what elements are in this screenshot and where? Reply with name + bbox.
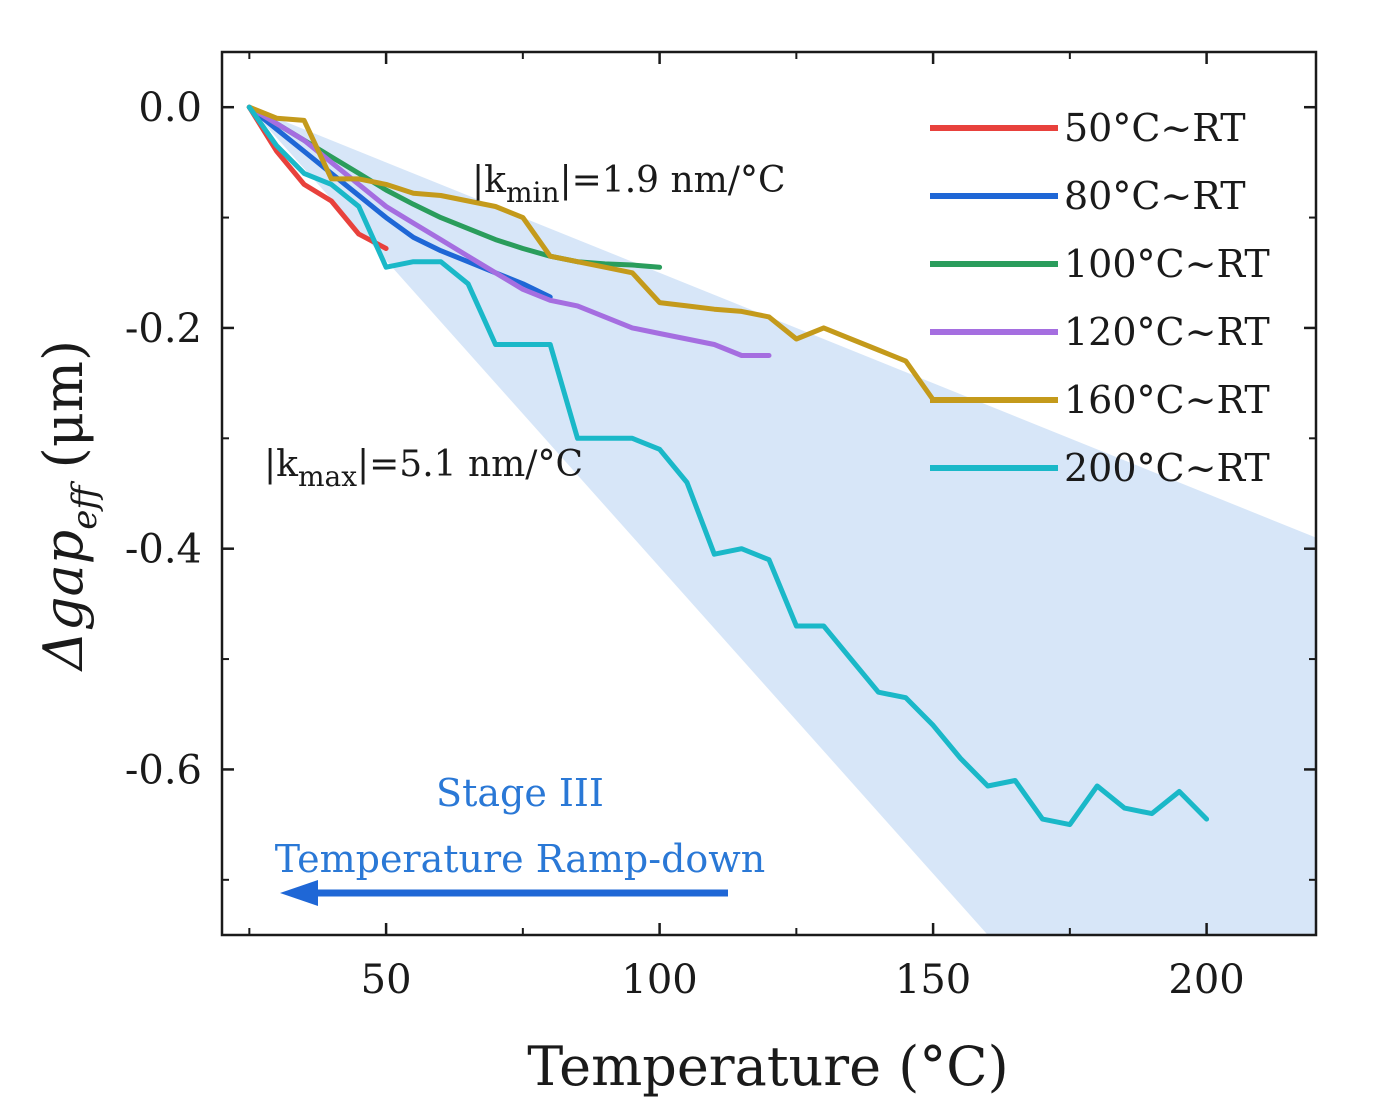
- slope-band-layer: [249, 107, 1317, 935]
- y-axis-label: Δgapeff (μm): [32, 340, 105, 672]
- annotation-kmax: |kmax|=5.1 nm/°C: [264, 444, 583, 493]
- y-axis-label-unit: (μm): [32, 340, 95, 486]
- legend-label-5: 160°C~RT: [1064, 378, 1270, 422]
- series-line-1: [246, 104, 389, 251]
- y-tick-label: -0.2: [125, 306, 202, 352]
- legend-label-1: 50°C~RT: [1064, 106, 1246, 150]
- series-line-5: [246, 104, 991, 403]
- x-tick-label: 100: [621, 957, 697, 1003]
- annotation-kmax-sub: max: [298, 460, 357, 493]
- y-tick-label: 0.0: [138, 85, 202, 131]
- stage-description: Temperature Ramp-down: [275, 837, 766, 881]
- annotation-kmin-sub: min: [506, 176, 560, 209]
- legend: 50°C~RT 80°C~RT 100°C~RT 120°C~RT 160°C~RT 20…: [930, 106, 1270, 490]
- legend-label-4: 120°C~RT: [1064, 310, 1270, 354]
- legend-label-6: 200°C~RT: [1064, 446, 1270, 490]
- stage-label: Stage III: [436, 771, 604, 815]
- y-axis-label-main: Δgap: [32, 530, 95, 672]
- annotation-kmax-prefix: |k: [264, 444, 299, 485]
- slope-band: [249, 107, 1317, 935]
- series-layer: [246, 104, 1210, 828]
- annotation-kmin-prefix: |k: [472, 160, 507, 201]
- x-tick-label: 150: [895, 957, 971, 1003]
- y-tick-label: -0.6: [125, 747, 202, 793]
- series-line-4: [246, 104, 772, 358]
- annotation-kmin: |kmin|=1.9 nm/°C: [472, 160, 785, 209]
- x-axis-label: Temperature (°C): [527, 1035, 1008, 1098]
- ramp-down-arrow-icon: [280, 880, 728, 906]
- annotation-kmin-suffix: |=1.9 nm/°C: [560, 160, 786, 201]
- series-line-6: [246, 104, 1210, 828]
- legend-label-2: 80°C~RT: [1064, 174, 1246, 218]
- plot-frame: [220, 50, 1318, 937]
- ticks-layer: 50 100 150 200 0.0 -0.2 -0.4 -0.6: [125, 52, 1316, 1003]
- y-tick-label: -0.4: [125, 527, 202, 573]
- legend-label-3: 100°C~RT: [1064, 242, 1270, 286]
- y-axis-label-subscript: eff: [65, 481, 105, 530]
- x-tick-label: 200: [1168, 957, 1244, 1003]
- x-tick-label: 50: [361, 957, 412, 1003]
- annotation-kmax-suffix: |=5.1 nm/°C: [357, 444, 583, 485]
